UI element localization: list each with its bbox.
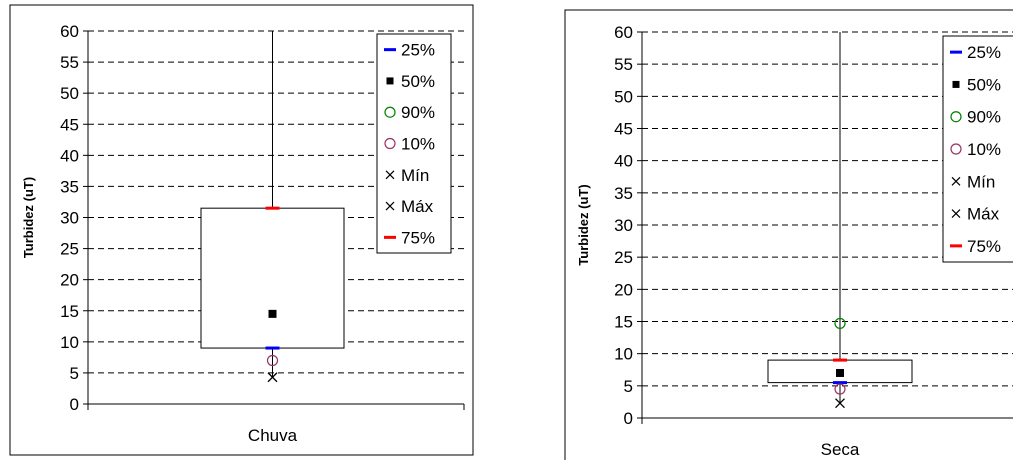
legend-marker-p90 [384,106,396,118]
legend-frame [942,35,1013,263]
legend-label-max: Máx [967,205,1000,224]
legend-marker-p90 [950,111,962,123]
y-tick-label: 25 [614,248,633,267]
legend-label-p90: 90% [401,103,435,122]
y-tick-label: 60 [614,23,633,42]
marker-min [835,398,845,409]
marker-p90 [834,317,846,330]
legend-marker-max [951,209,961,218]
y-tick-label: 45 [614,120,633,139]
legend-marker-p10 [384,137,396,150]
legend-marker-p50 [952,80,960,88]
x-category-label: Seca [821,440,860,459]
legend-frame [376,33,452,254]
y-tick-label: 30 [60,209,79,228]
legend-marker-min [951,176,961,186]
marker-p10 [266,354,279,367]
y-tick-label: 0 [70,395,79,414]
y-tick-label: 15 [60,302,79,321]
y-axis-title: Turbidez (uT) [576,184,591,265]
legend-marker-min [385,170,395,180]
legend-marker-p10 [950,143,962,155]
y-axis-title: Turbidez (uT) [21,177,36,258]
y-tick-label: 55 [614,55,633,74]
y-tick-label: 30 [614,216,633,235]
marker-p50 [836,368,844,377]
y-tick-label: 50 [60,84,79,103]
y-tick-label: 60 [60,22,79,41]
box-iqr [200,207,345,349]
y-tick-label: 10 [60,333,79,352]
legend-label-p90: 90% [967,108,1001,127]
legend-label-max: Máx [401,197,434,216]
y-tick-label: 0 [624,409,633,428]
y-tick-label: 15 [614,313,633,332]
legend-label-p10: 10% [401,135,435,154]
legend-label-p10: 10% [967,140,1001,159]
legend: 25% 50% 90% 10% Mín Máx 75% [942,35,1013,263]
legend-label-p50: 50% [967,75,1001,94]
legend-marker-max [385,201,395,211]
chart-panel-seca: 0 5 10 15 20 25 30 35 40 45 50 55 60 Turbidez (uT) Sec… [564,9,1013,465]
y-tick-label: 40 [614,152,633,171]
y-tick-label: 10 [614,345,633,364]
chart-panel-chuva: 0 5 10 15 20 25 30 35 40 45 50 55 60 Turbidez (uT) Chu… [9,4,474,456]
y-tick-label: 35 [60,177,79,196]
marker-min [267,372,278,383]
legend-label-p75: 75% [967,237,1001,256]
marker-p10 [834,383,846,395]
y-tick-label: 5 [70,364,79,383]
y-tick-label: 35 [614,184,633,203]
y-tick-label: 5 [624,377,633,396]
legend-label-p25: 25% [967,43,1001,62]
legend-marker-p50 [386,77,394,85]
chart-frame [564,9,1013,465]
y-tick-label: 40 [60,146,79,165]
legend-label-min: Mín [967,172,995,191]
legend-label-p50: 50% [401,72,435,91]
y-tick-label: 55 [60,53,79,72]
y-tick-label: 50 [614,87,633,106]
y-tick-label: 25 [60,240,79,259]
y-tick-label: 20 [614,280,633,299]
legend-label-p75: 75% [401,228,435,247]
y-tick-label: 20 [60,271,79,290]
legend-label-min: Mín [401,166,429,185]
marker-p50 [268,309,277,318]
y-tick-label: 45 [60,115,79,134]
legend-label-p25: 25% [401,41,435,60]
legend: 25% 50% 90% 10% Mín Máx 75% [376,33,452,254]
x-category-label: Chuva [248,426,298,445]
